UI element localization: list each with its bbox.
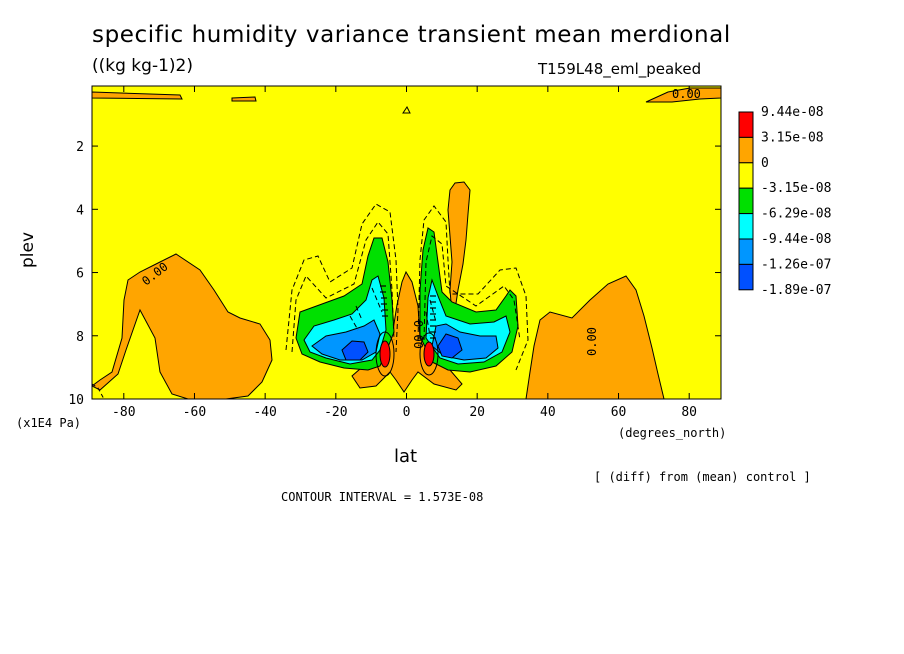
- field-right-deepblue: [437, 333, 463, 359]
- field-right-red-core: [423, 341, 435, 367]
- x-tick-label: 20: [469, 405, 485, 420]
- legend-label: -3.15e-08: [761, 181, 831, 196]
- field-right-plume: [447, 181, 471, 316]
- field-top-band: [92, 91, 183, 100]
- y-tick-label: 6: [76, 267, 84, 282]
- x-tick-label: -60: [183, 405, 206, 420]
- y-tick-label: 2: [76, 140, 84, 155]
- legend-label: 0: [761, 156, 769, 171]
- legend-swatch: [738, 213, 754, 240]
- legend-label: -1.26e-07: [761, 257, 831, 272]
- legend-swatch: [738, 136, 754, 164]
- field-right-lobe: [525, 275, 665, 399]
- plot-fields: [92, 86, 721, 399]
- field-top-right: [645, 87, 721, 103]
- y-tick-label: 8: [76, 330, 84, 345]
- chart-title: specific humidity variance transient mea…: [92, 22, 731, 48]
- negative-contours: [285, 203, 529, 371]
- legend-swatch: [738, 238, 754, 265]
- y-axis: 2 4 6 8 10: [68, 140, 721, 408]
- x-axis-label: lat: [394, 446, 418, 467]
- chart-units: ((kg kg-1)2): [92, 56, 193, 76]
- field-left-deepblue: [341, 340, 369, 361]
- legend-label: 9.44e-08: [761, 105, 824, 120]
- contour-label: 0.00: [585, 327, 599, 356]
- hatch-marks: [380, 285, 436, 339]
- diff-note: [ (diff) from (mean) control ]: [594, 470, 811, 484]
- x-tick-label: -80: [112, 405, 135, 420]
- contour-label: 0.00: [672, 87, 701, 101]
- y-tick-label: 4: [76, 203, 84, 218]
- contour-interval: CONTOUR INTERVAL = 1.573E-08: [281, 490, 484, 504]
- y-tick-label: 10: [68, 393, 84, 408]
- x-tick-label: -40: [253, 405, 276, 420]
- legend-label: -1.89e-07: [761, 283, 831, 298]
- color-legend: 9.44e-08 3.15e-08 0 -3.15e-08 -6.29e-08 -9.44…: [738, 105, 831, 298]
- legend-swatch: [738, 263, 754, 291]
- legend-swatch: [738, 162, 754, 189]
- x-tick-label: 0: [403, 405, 411, 420]
- run-label: T159L48_eml_peaked: [538, 60, 702, 78]
- field-left-red-core: [379, 340, 391, 368]
- legend-label: 3.15e-08: [761, 130, 824, 145]
- x-tick-label: 60: [611, 405, 627, 420]
- y-axis-unit: (x1E4 Pa): [16, 416, 82, 430]
- x-tick-label: 80: [681, 405, 697, 420]
- legend-label: -6.29e-08: [761, 207, 831, 222]
- x-tick-label: -20: [324, 405, 347, 420]
- legend-swatch: [738, 187, 754, 215]
- field-left-lobe: [92, 253, 273, 399]
- x-axis: -80 -60 -40 -20 0 20 40 60 80: [112, 86, 697, 420]
- contour-label: 0.00: [411, 320, 425, 349]
- legend-swatch: [738, 111, 754, 138]
- legend-label: -9.44e-08: [761, 232, 831, 247]
- x-tick-label: 40: [540, 405, 556, 420]
- field-top-dash: [231, 96, 257, 102]
- x-axis-unit: (degrees_north): [618, 426, 727, 440]
